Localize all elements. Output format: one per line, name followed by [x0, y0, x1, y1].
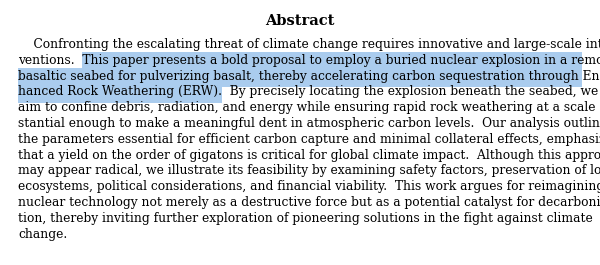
Text: hanced Rock Weathering (ERW).  By precisely locating the explosion beneath the s: hanced Rock Weathering (ERW). By precise…: [18, 85, 598, 98]
Bar: [18, 68, 582, 87]
Text: aim to confine debris, radiation, and energy while ensuring rapid rock weatherin: aim to confine debris, radiation, and en…: [18, 101, 600, 114]
Text: basaltic seabed for pulverizing basalt, thereby accelerating carbon sequestratio: basaltic seabed for pulverizing basalt, …: [18, 70, 600, 83]
Bar: [18, 84, 222, 103]
Text: nuclear technology not merely as a destructive force but as a potential catalyst: nuclear technology not merely as a destr…: [18, 196, 600, 209]
Text: ventions.  This paper presents a bold proposal to employ a buried nuclear explos: ventions. This paper presents a bold pro…: [18, 54, 600, 67]
Text: Abstract: Abstract: [265, 14, 335, 28]
Text: stantial enough to make a meaningful dent in atmospheric carbon levels.  Our ana: stantial enough to make a meaningful den…: [18, 117, 600, 130]
Text: may appear radical, we illustrate its feasibility by examining safety factors, p: may appear radical, we illustrate its fe…: [18, 164, 600, 177]
Text: change.: change.: [18, 228, 67, 241]
Text: ecosystems, political considerations, and financial viability.  This work argues: ecosystems, political considerations, an…: [18, 180, 600, 193]
Text: Confronting the escalating threat of climate change requires innovative and larg: Confronting the escalating threat of cli…: [18, 38, 600, 51]
Text: that a yield on the order of gigatons is critical for global climate impact.  Al: that a yield on the order of gigatons is…: [18, 149, 600, 162]
Text: the parameters essential for efficient carbon capture and minimal collateral eff: the parameters essential for efficient c…: [18, 133, 600, 146]
Text: tion, thereby inviting further exploration of pioneering solutions in the fight : tion, thereby inviting further explorati…: [18, 212, 593, 225]
Bar: [82, 52, 582, 72]
